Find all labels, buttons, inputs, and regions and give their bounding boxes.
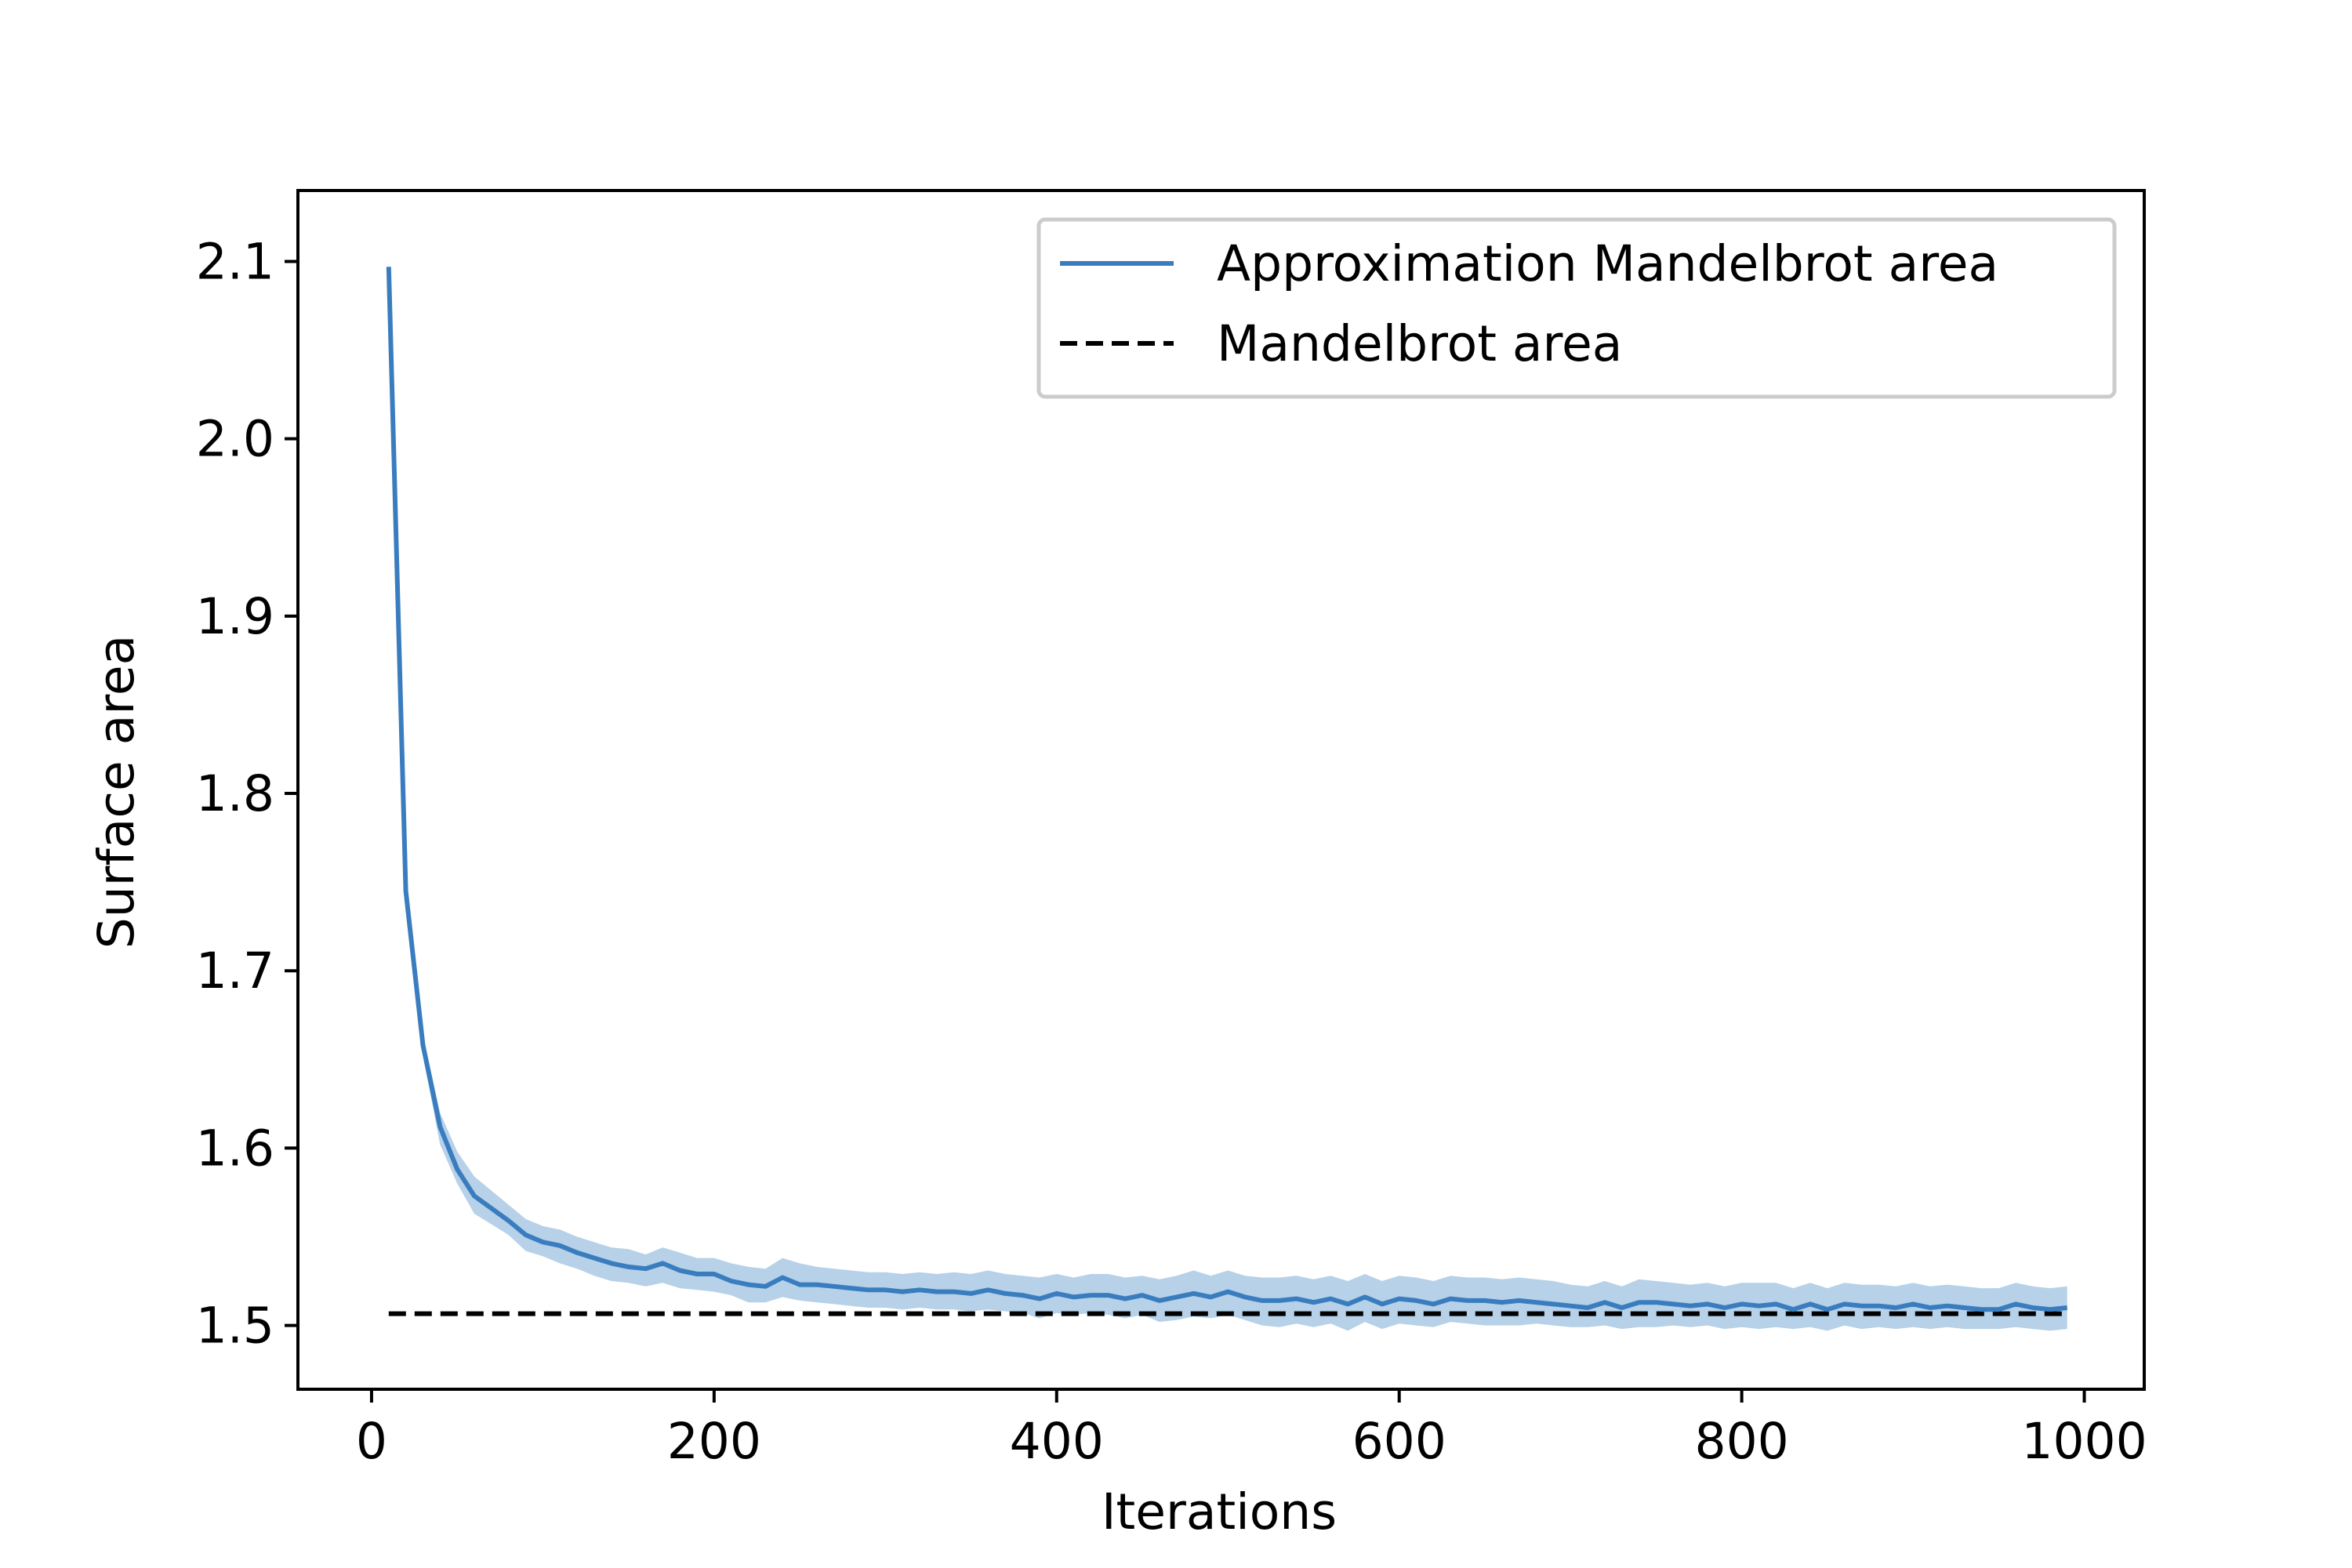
x-tick-label: 400 xyxy=(1010,1413,1104,1470)
y-tick-label: 1.9 xyxy=(196,588,274,645)
x-axis-ticks: 0 200 400 600 800 1000 xyxy=(356,1389,2147,1470)
x-tick-label: 1000 xyxy=(2021,1413,2147,1470)
plot-area xyxy=(386,261,2067,1331)
y-tick-label: 1.7 xyxy=(196,942,274,1000)
y-axis-label: Surface area xyxy=(88,635,145,949)
y-tick-label: 1.8 xyxy=(196,765,274,822)
axes-frame xyxy=(296,189,2146,1391)
y-tick-label: 1.5 xyxy=(196,1298,274,1355)
x-tick-label: 0 xyxy=(356,1413,387,1470)
approximation-line xyxy=(386,267,2067,1312)
y-axis-ticks: 1.5 1.6 1.7 1.8 1.9 2.0 2.1 xyxy=(196,233,298,1355)
x-tick-label: 600 xyxy=(1352,1413,1446,1470)
legend-label-reference: Mandelbrot area xyxy=(1217,315,1622,372)
legend-frame xyxy=(1036,217,2117,399)
x-axis-label: Iterations xyxy=(1102,1483,1337,1541)
x-tick-label: 800 xyxy=(1694,1413,1788,1470)
axes xyxy=(296,189,2146,1391)
x-tick-label: 200 xyxy=(667,1413,761,1470)
legend: Approximation Mandelbrot area Mandelbrot… xyxy=(1036,217,2117,399)
y-tick-label: 2.1 xyxy=(196,233,274,290)
y-tick-label: 2.0 xyxy=(196,411,274,468)
legend-label-approximation: Approximation Mandelbrot area xyxy=(1217,235,1998,292)
y-tick-label: 1.6 xyxy=(196,1120,274,1177)
